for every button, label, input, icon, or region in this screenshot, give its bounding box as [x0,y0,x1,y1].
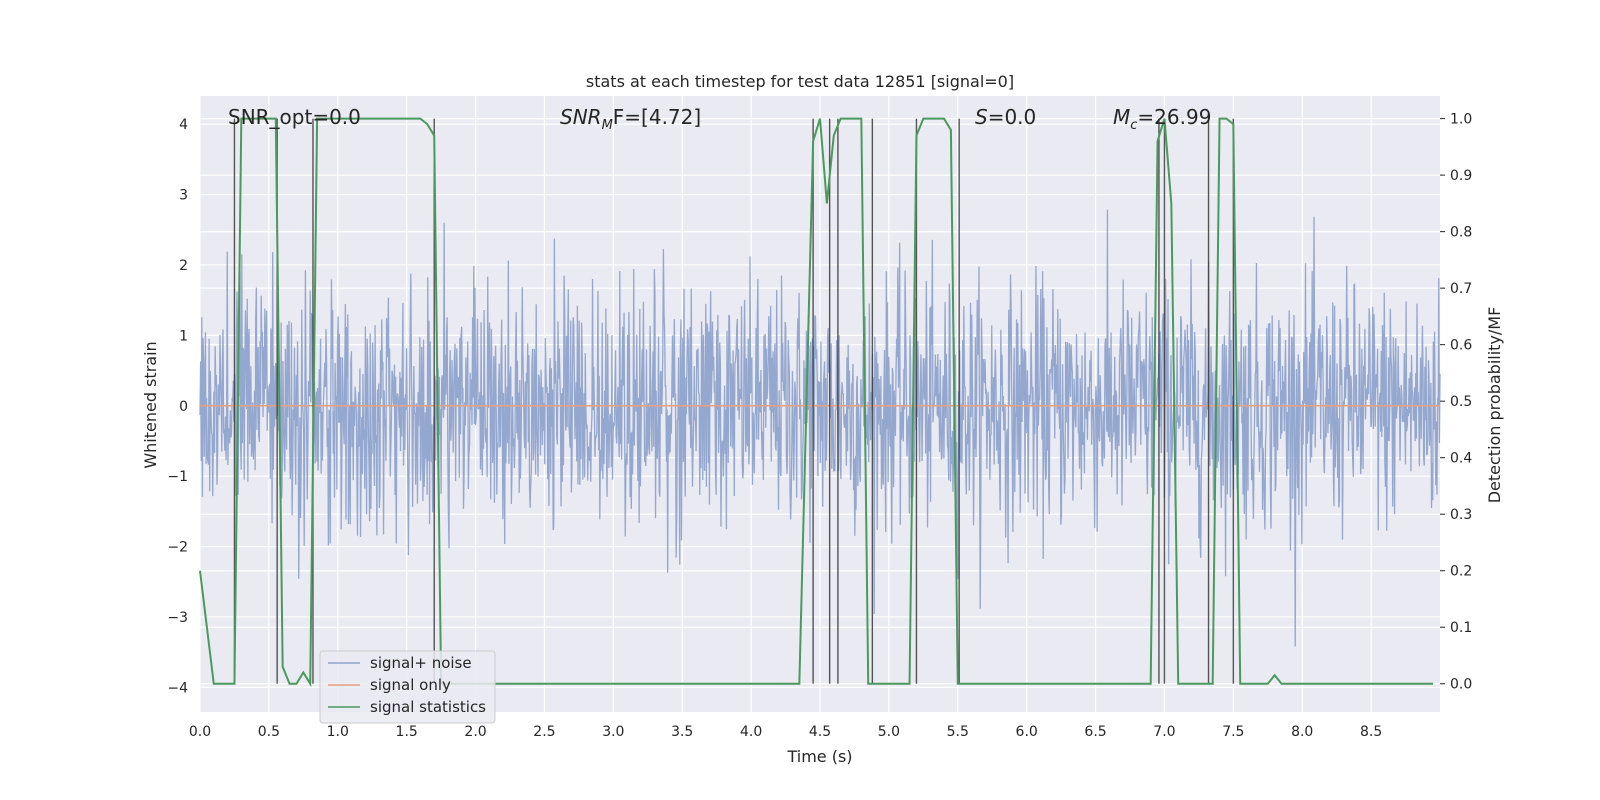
x-tick-label: 1.0 [327,724,349,740]
legend-label-signal-statistics: signal statistics [370,698,486,716]
signal-statistics-line [199,117,1434,688]
y-tick-label: −3 [167,610,188,626]
y-tick-label: 1 [179,328,188,344]
y-tick-label: −2 [167,540,188,556]
y-tick-label: −4 [167,680,188,696]
x-tick-label: 4.5 [809,724,831,740]
annotation-snr-mf-sub: M [602,118,613,133]
x-tick-label: 5.5 [947,724,969,740]
series-signal-statistics [199,117,1434,688]
legend-box [319,650,496,724]
y-tick-label: 0 [179,399,188,415]
x-axis-label: Time (s) [786,747,852,766]
x-tick-label: 4.0 [740,724,762,740]
annotation-mc: Mc=26.99 [1113,105,1211,133]
x-tick-label: 3.5 [671,724,693,740]
y-tick-label: 2 [179,258,188,274]
y2-tick-label: 0.3 [1450,507,1472,523]
x-tick-label: 0.0 [189,724,211,740]
y2-tick-label: 0.7 [1450,281,1472,297]
annotation-s: S=0.0 [975,105,1036,129]
y2-tick-label: 0.2 [1450,564,1472,580]
ticks: 0.0 0.5 1.0 1.5 2.0 2.5 3.0 3.5 4.0 4.5 5.0 5.5 6.0 6… [167,112,1472,740]
legend-label-signal-only: signal only [370,676,451,694]
x-tick-label: 7.0 [1153,724,1175,740]
y2-tick-label: 0.9 [1450,168,1472,184]
x-tick-label: 2.0 [464,724,486,740]
y2-tick-label: 1.0 [1450,112,1472,128]
legend: signal+ noise signal only signal statist… [319,650,496,724]
x-tick-label: 7.5 [1222,724,1244,740]
y-tick-label: 3 [179,188,188,204]
vertical-markers [233,118,1235,684]
x-tick-label: 3.0 [602,724,624,740]
x-tick-label: 8.0 [1291,724,1313,740]
x-tick-label: 6.5 [1084,724,1106,740]
annotation-mc-sub: c [1130,118,1137,133]
annotations: SNR_opt=0.0 SNRMF=[4.72] S=0.0 Mc=26.99 [228,105,1211,133]
annotation-mc-main: M [1113,105,1130,129]
y2-tick-label: 0.4 [1450,451,1472,467]
y2-tick-label: 0.1 [1450,620,1472,636]
x-tick-label: 2.5 [533,724,555,740]
x-tick-label: 5.0 [878,724,900,740]
y-tick-label: 4 [179,117,188,133]
y2-axis-label: Detection probability/MF [1485,307,1504,504]
y-tick-label: −1 [167,469,188,485]
annotation-mc-tail: =26.99 [1137,105,1211,129]
y2-tick-label: 0.6 [1450,338,1472,354]
annotation-snr-opt: SNR_opt=0.0 [228,105,361,129]
x-tick-label: 0.5 [258,724,280,740]
y2-tick-label: 0.8 [1450,225,1472,241]
chart-title: stats at each timestep for test data 128… [586,72,1014,91]
y2-tick-label: 0.5 [1450,394,1472,410]
x-tick-label: 1.5 [396,724,418,740]
x-tick-label: 6.0 [1016,724,1038,740]
annotation-snr-mf-tail: F=[4.72] [613,105,701,129]
x-tick-label: 8.5 [1360,724,1382,740]
legend-label-signal-noise: signal+ noise [370,654,472,672]
annotation-s-tail: =0.0 [988,105,1037,129]
y-axis-label: Whitened strain [141,341,160,468]
annotation-snr-mf-base: SNR [560,105,602,129]
annotation-s-main: S [975,105,988,129]
annotation-snr-mf: SNRMF=[4.72] [560,105,701,133]
y2-tick-label: 0.0 [1450,677,1472,693]
